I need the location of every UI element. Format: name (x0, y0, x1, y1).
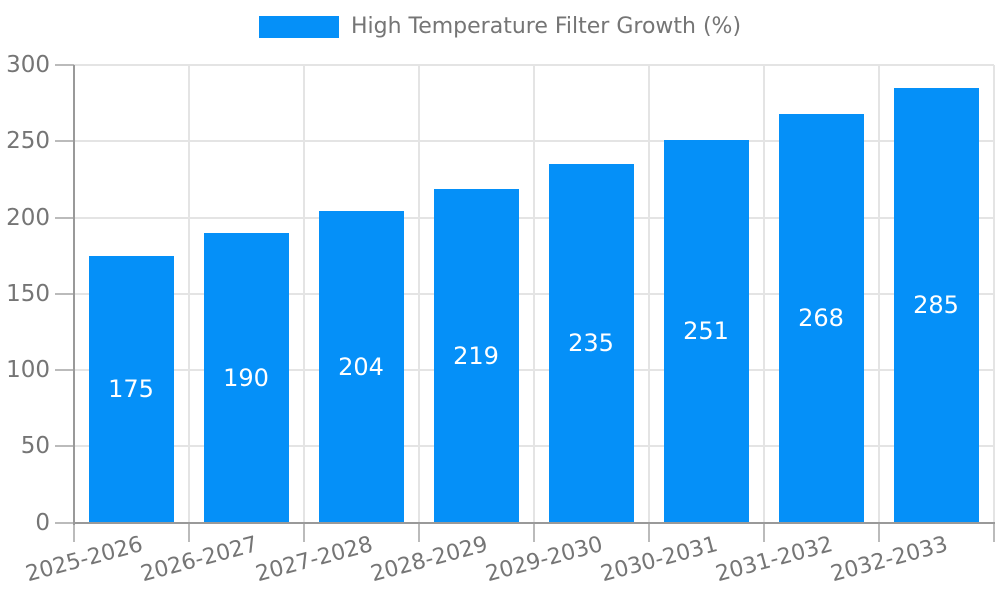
y-tick (54, 64, 74, 66)
bar-2031-2032[interactable] (778, 113, 864, 523)
x-gridline (532, 65, 535, 523)
x-tick-label: 2027-2028 (253, 531, 376, 587)
y-tick-label: 200 (6, 204, 50, 231)
x-gridline (302, 65, 305, 523)
x-gridline (647, 65, 650, 523)
x-gridline (187, 65, 190, 523)
y-tick (54, 445, 74, 448)
x-tick-label: 2026-2027 (138, 531, 261, 587)
x-tick-label: 2032-2033 (828, 531, 951, 587)
legend-label: High Temperature Filter Growth (%) (350, 14, 742, 39)
x-tick (417, 523, 420, 542)
y-tick-label: 250 (6, 128, 50, 155)
bar-2027-2028[interactable] (318, 211, 404, 523)
x-gridline (992, 65, 995, 523)
x-tick-label: 2029-2030 (483, 531, 606, 587)
bar-2032-2033[interactable] (893, 87, 979, 523)
x-tick-label: 2028-2029 (368, 531, 491, 587)
legend[interactable]: High Temperature Filter Growth (%) (0, 14, 1000, 40)
y-axis-line (72, 65, 75, 525)
y-tick (54, 216, 74, 219)
y-tick-label: 100 (6, 357, 50, 383)
bar-value-label: 251 (683, 317, 729, 346)
bar-value-label: 175 (108, 375, 154, 404)
y-tick (54, 369, 74, 371)
y-tick-label: 50 (20, 433, 50, 460)
bar-value-label: 204 (338, 352, 384, 381)
x-axis-line (72, 521, 995, 524)
bar-value-label: 268 (798, 304, 844, 333)
x-tick (532, 523, 535, 542)
x-gridline (762, 65, 765, 523)
bar-value-label: 190 (223, 363, 269, 392)
legend-swatch (258, 16, 339, 38)
bar-value-label: 235 (568, 329, 614, 358)
x-tick (72, 523, 75, 542)
y-tick-label: 300 (6, 52, 50, 78)
x-tick (992, 523, 995, 542)
x-tick-label: 2025-2026 (23, 531, 146, 587)
bar-2030-2031[interactable] (663, 139, 749, 523)
x-tick (877, 523, 880, 542)
x-tick (647, 523, 650, 542)
y-tick (54, 521, 74, 524)
y-tick-label: 150 (6, 280, 50, 307)
bar-value-label: 219 (453, 341, 499, 370)
y-tick (54, 140, 74, 143)
bar-2026-2027[interactable] (203, 232, 289, 523)
x-gridline (417, 65, 420, 523)
x-tick (762, 523, 765, 542)
y-tick (54, 292, 74, 295)
bar-2028-2029[interactable] (433, 188, 519, 523)
bar-value-label: 285 (913, 291, 959, 320)
x-tick-label: 2031-2032 (713, 531, 836, 587)
bar-2029-2030[interactable] (548, 164, 634, 523)
x-gridline (877, 65, 880, 523)
y-tick-label: 0 (35, 509, 50, 536)
x-tick (187, 523, 190, 542)
x-tick-label: 2030-2031 (598, 531, 721, 587)
bar-2025-2026[interactable] (88, 255, 174, 523)
x-tick (302, 523, 305, 542)
